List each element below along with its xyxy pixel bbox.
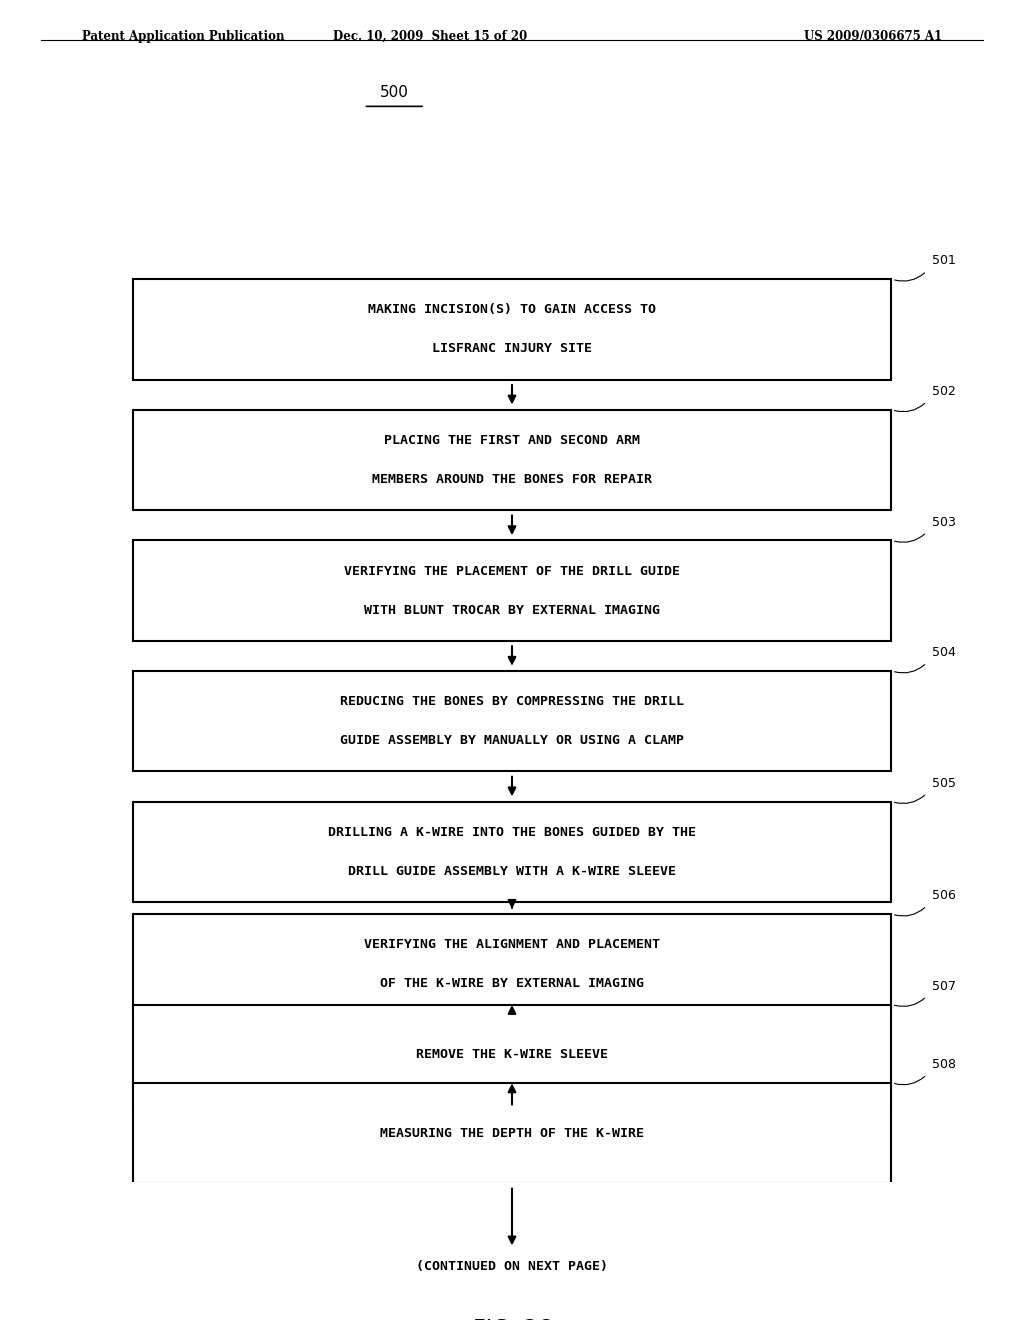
Text: Dec. 10, 2009  Sheet 15 of 20: Dec. 10, 2009 Sheet 15 of 20 bbox=[333, 29, 527, 42]
Text: REMOVE THE K-WIRE SLEEVE: REMOVE THE K-WIRE SLEEVE bbox=[416, 1048, 608, 1061]
FancyBboxPatch shape bbox=[133, 409, 891, 511]
Text: Patent Application Publication: Patent Application Publication bbox=[82, 29, 285, 42]
Text: 508: 508 bbox=[932, 1059, 955, 1071]
Text: 505: 505 bbox=[932, 776, 955, 789]
Text: DRILL GUIDE ASSEMBLY WITH A K-WIRE SLEEVE: DRILL GUIDE ASSEMBLY WITH A K-WIRE SLEEV… bbox=[348, 865, 676, 878]
Text: 506: 506 bbox=[932, 890, 955, 903]
Text: 501: 501 bbox=[932, 255, 955, 268]
Text: 502: 502 bbox=[932, 385, 955, 399]
Text: OF THE K-WIRE BY EXTERNAL IMAGING: OF THE K-WIRE BY EXTERNAL IMAGING bbox=[380, 977, 644, 990]
Text: MEMBERS AROUND THE BONES FOR REPAIR: MEMBERS AROUND THE BONES FOR REPAIR bbox=[372, 473, 652, 486]
FancyBboxPatch shape bbox=[133, 1005, 891, 1105]
Text: US 2009/0306675 A1: US 2009/0306675 A1 bbox=[804, 29, 942, 42]
FancyBboxPatch shape bbox=[133, 801, 891, 902]
Text: 504: 504 bbox=[932, 647, 955, 659]
Text: 507: 507 bbox=[932, 979, 955, 993]
Text: 503: 503 bbox=[932, 516, 955, 528]
Text: MAKING INCISION(S) TO GAIN ACCESS TO: MAKING INCISION(S) TO GAIN ACCESS TO bbox=[368, 304, 656, 317]
Text: VERIFYING THE PLACEMENT OF THE DRILL GUIDE: VERIFYING THE PLACEMENT OF THE DRILL GUI… bbox=[344, 565, 680, 578]
Text: MEASURING THE DEPTH OF THE K-WIRE: MEASURING THE DEPTH OF THE K-WIRE bbox=[380, 1126, 644, 1139]
FancyBboxPatch shape bbox=[133, 280, 891, 380]
Text: WITH BLUNT TROCAR BY EXTERNAL IMAGING: WITH BLUNT TROCAR BY EXTERNAL IMAGING bbox=[364, 603, 660, 616]
Text: REDUCING THE BONES BY COMPRESSING THE DRILL: REDUCING THE BONES BY COMPRESSING THE DR… bbox=[340, 696, 684, 709]
FancyBboxPatch shape bbox=[133, 540, 891, 640]
Text: VERIFYING THE ALIGNMENT AND PLACEMENT: VERIFYING THE ALIGNMENT AND PLACEMENT bbox=[364, 939, 660, 952]
Text: PLACING THE FIRST AND SECOND ARM: PLACING THE FIRST AND SECOND ARM bbox=[384, 434, 640, 447]
FancyBboxPatch shape bbox=[133, 913, 891, 1015]
Text: (CONTINUED ON NEXT PAGE): (CONTINUED ON NEXT PAGE) bbox=[416, 1261, 608, 1274]
FancyBboxPatch shape bbox=[133, 671, 891, 771]
Text: GUIDE ASSEMBLY BY MANUALLY OR USING A CLAMP: GUIDE ASSEMBLY BY MANUALLY OR USING A CL… bbox=[340, 734, 684, 747]
FancyBboxPatch shape bbox=[133, 1082, 891, 1183]
Text: LISFRANC INJURY SITE: LISFRANC INJURY SITE bbox=[432, 342, 592, 355]
Text: DRILLING A K-WIRE INTO THE BONES GUIDED BY THE: DRILLING A K-WIRE INTO THE BONES GUIDED … bbox=[328, 826, 696, 838]
Text: 500: 500 bbox=[380, 86, 409, 100]
